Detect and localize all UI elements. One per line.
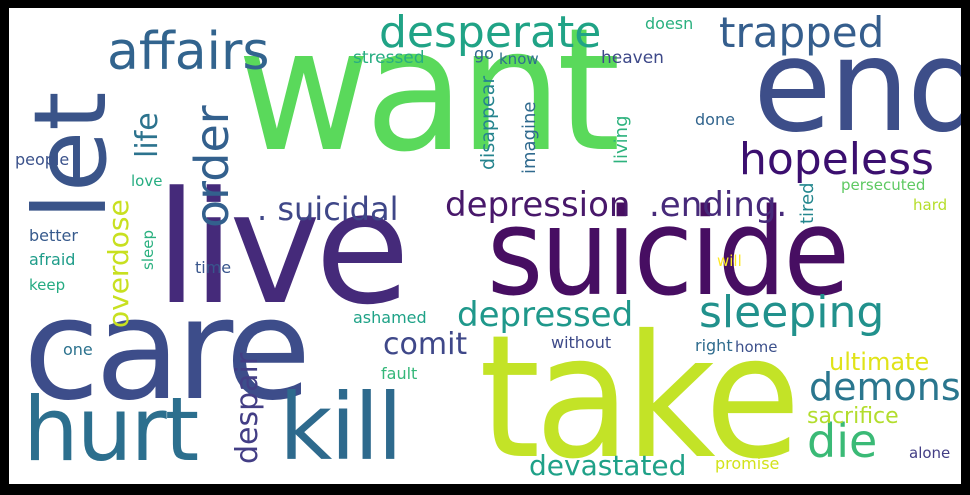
word-ending: .ending. <box>649 185 788 225</box>
word-die: die <box>807 414 878 468</box>
word-care: care <box>23 269 311 432</box>
word-right: right <box>695 336 733 355</box>
word-sacrifice: sacrifice <box>807 404 899 429</box>
word-people: people <box>15 150 70 169</box>
word-stressed: stressed <box>353 48 425 68</box>
word-better: better <box>29 226 78 245</box>
word-depressed: depressed <box>457 295 634 335</box>
word-persecuted: persecuted <box>841 176 926 194</box>
word-desperate: desperate <box>379 8 602 58</box>
word-want: want <box>237 8 621 190</box>
word-hopeless: hopeless <box>739 134 934 185</box>
word-affairs: affairs <box>107 22 270 82</box>
word-fault: fault <box>381 364 418 383</box>
word-suicide: suicide <box>487 184 850 323</box>
word-disappear: disappear <box>477 75 499 170</box>
word-hard: hard <box>913 196 948 214</box>
word-tired: tired <box>797 182 818 224</box>
word-heaven: heaven <box>601 48 664 68</box>
word-live: live <box>155 158 410 339</box>
word-depression: depression <box>445 185 631 225</box>
word-ashamed: ashamed <box>353 308 427 327</box>
word-hurt: hurt <box>23 378 199 481</box>
word-one: one <box>63 340 93 359</box>
word-demons: demons <box>809 365 961 409</box>
word-love: love <box>131 172 163 190</box>
word-trapped: trapped <box>719 8 885 57</box>
word-imagine: imagine <box>519 101 540 174</box>
word-doesn: doesn <box>645 14 694 33</box>
word-promise: promise <box>715 454 780 473</box>
word-devastated: devastated <box>529 449 687 482</box>
word-living: living <box>611 115 632 165</box>
word-will: will <box>717 252 742 270</box>
word-life: life <box>130 112 165 158</box>
word-sleeping: sleeping <box>699 287 885 338</box>
word-without: without <box>551 333 612 352</box>
word-alone: alone <box>909 444 951 462</box>
word-done: done <box>695 110 735 129</box>
word-end: end <box>753 12 961 161</box>
word-overdose: overdose <box>102 199 135 328</box>
word-take: take <box>479 299 801 484</box>
word-ultimate: ultimate <box>829 348 930 376</box>
word-go: go <box>474 44 494 63</box>
word-order: order <box>185 105 239 228</box>
word-afraid: afraid <box>29 250 76 269</box>
word-know: know <box>499 50 539 68</box>
word-keep: keep <box>29 276 66 294</box>
word-suicidal: . suicidal <box>257 190 399 228</box>
word-home: home <box>735 338 778 356</box>
word-sleep: sleep <box>139 230 157 270</box>
word-despair: despair <box>230 352 265 464</box>
word-comit: comit <box>383 327 468 362</box>
word-cloud: want end let live suicide care take hurt… <box>9 8 961 484</box>
word-time: time <box>195 258 232 277</box>
word-kill: kill <box>279 374 403 481</box>
